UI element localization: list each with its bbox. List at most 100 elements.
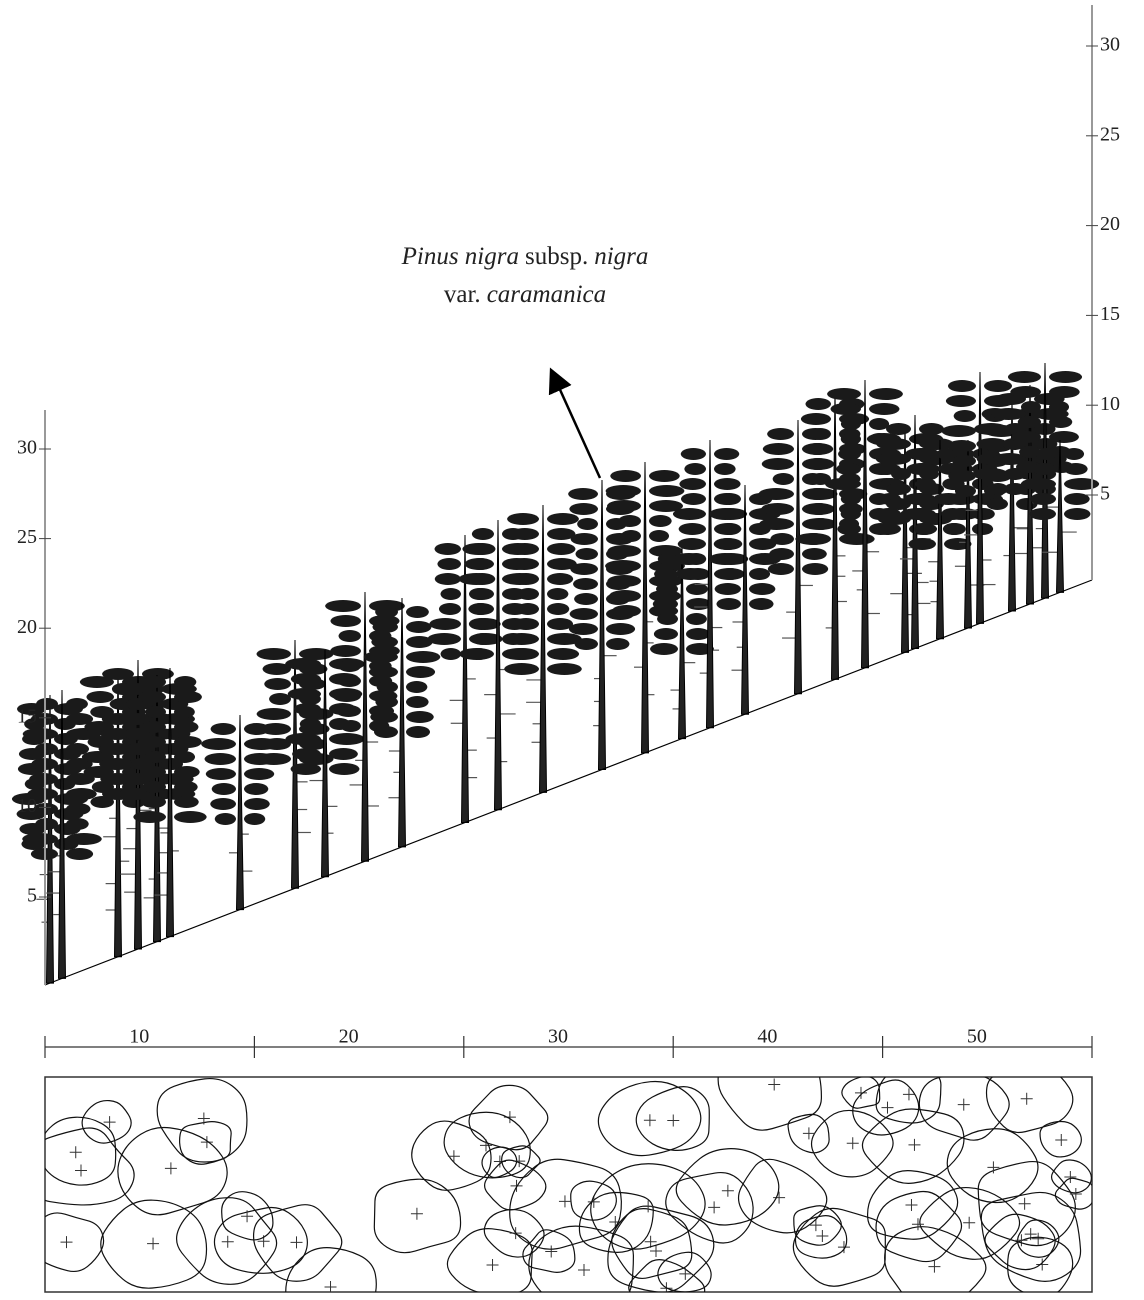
trunk — [640, 461, 650, 754]
crown-branch — [987, 483, 1008, 495]
crown-branch — [714, 583, 741, 595]
ground-line — [44, 579, 1093, 986]
crown-branch — [516, 603, 539, 615]
crown-outline — [977, 1160, 1076, 1247]
crown-branch — [1029, 508, 1057, 520]
crown-branch — [716, 598, 741, 610]
crown-branch — [839, 533, 875, 545]
crown-branch — [869, 403, 900, 415]
stem-marker — [447, 1150, 460, 1163]
crown-branch — [886, 423, 912, 435]
crown-branch — [512, 618, 539, 630]
crown-branch — [803, 443, 831, 455]
crown-branch — [872, 523, 901, 535]
crown-outline — [45, 1116, 117, 1186]
stem-marker — [200, 1136, 213, 1149]
crown-branch — [370, 711, 398, 723]
crown-branch — [657, 613, 679, 625]
crown-branch — [1030, 493, 1057, 505]
crown-branch — [174, 676, 197, 688]
crown-branch — [908, 538, 936, 550]
crown-branch — [406, 726, 431, 738]
species-label-line-2: var. caramanica — [444, 281, 606, 308]
crown-branch — [807, 503, 831, 515]
scale-label: 30 — [548, 1026, 568, 1048]
crown-branch — [262, 663, 291, 675]
crown-branch — [836, 463, 861, 475]
crown-branch — [919, 423, 944, 435]
crown-branch — [338, 630, 361, 642]
crown-branch — [86, 691, 114, 703]
crown-branch — [201, 738, 236, 750]
crown-outline — [1039, 1120, 1082, 1158]
trunk — [360, 591, 370, 862]
crown-branch — [654, 568, 678, 580]
crown-branch — [205, 768, 236, 780]
crown-branch — [406, 621, 432, 633]
crown-outline — [794, 1215, 848, 1259]
crown-outline — [866, 1169, 959, 1240]
stem-marker — [642, 1200, 655, 1213]
crown-branch — [244, 798, 270, 810]
crown-branch — [767, 428, 794, 440]
crown-branch — [649, 515, 672, 527]
stem-marker — [987, 1161, 1000, 1174]
crown-branch — [66, 698, 88, 710]
stem-marker — [773, 1191, 786, 1204]
crown-branch — [749, 568, 771, 580]
crown-branch — [772, 473, 795, 485]
crown-branch — [947, 380, 976, 392]
crown-branch — [510, 543, 539, 555]
crown-branch — [468, 618, 494, 630]
crown-branch — [98, 743, 134, 755]
crown-branch — [1010, 386, 1041, 398]
crown-branch — [605, 560, 642, 572]
crown-outline — [1050, 1159, 1092, 1194]
crown-outline — [792, 1207, 886, 1287]
crown-branch — [330, 615, 361, 627]
crown-branch — [954, 485, 976, 497]
crown-branch — [800, 413, 831, 425]
crown-branch — [611, 605, 641, 617]
crown-branch — [649, 500, 683, 512]
crown-outline — [984, 1213, 1056, 1271]
crown-branch — [679, 478, 707, 490]
stem-marker — [324, 1280, 337, 1292]
stem-marker — [587, 1195, 600, 1208]
crown-outline — [628, 1259, 706, 1292]
crown-branch — [256, 708, 291, 720]
crown-branch — [1011, 431, 1041, 443]
stem-marker — [854, 1086, 867, 1099]
crown-outline — [657, 1251, 712, 1292]
crown-branch — [650, 643, 678, 655]
crown-branch — [504, 663, 539, 675]
crown-branch — [332, 690, 362, 702]
trunk — [235, 714, 245, 911]
crown-branch — [749, 538, 777, 550]
crown-branch — [66, 788, 97, 800]
crown-branch — [145, 706, 167, 718]
crown-branch — [174, 721, 199, 733]
stem-marker — [881, 1101, 894, 1114]
crown-branch — [767, 563, 794, 575]
crown-branch — [905, 448, 936, 460]
crown-branch — [984, 380, 1013, 392]
crown-branch — [469, 588, 494, 600]
crown-branch — [1049, 371, 1083, 383]
left-tick-label: 5 — [27, 885, 37, 907]
crown-branch — [66, 833, 102, 845]
crown-branch — [264, 678, 291, 690]
crown-branch — [375, 696, 398, 708]
stem-marker — [643, 1114, 656, 1127]
left-tick-label: 30 — [17, 437, 37, 459]
stem-marker — [768, 1078, 781, 1091]
stem-marker — [644, 1235, 657, 1248]
crown-outline — [509, 1158, 622, 1250]
right-tick-label: 10 — [1100, 393, 1120, 415]
stem-marker — [1015, 1234, 1028, 1247]
stem-marker — [902, 1088, 915, 1101]
crown-outline — [665, 1171, 754, 1244]
crown-plan — [45, 1077, 1092, 1292]
crown-branch — [22, 833, 58, 845]
crown-outline — [443, 1111, 531, 1179]
